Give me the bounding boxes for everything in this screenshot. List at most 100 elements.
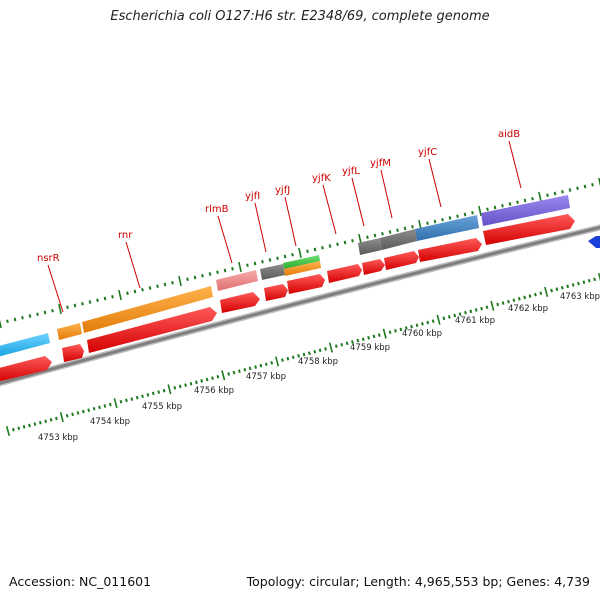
gene-bar-rlmB[interactable] <box>216 270 258 291</box>
inner-ruler-minor-tick <box>146 393 150 397</box>
inner-ruler-major-tick <box>436 314 441 325</box>
gene-label-aidB[interactable]: aidB <box>498 129 520 140</box>
inner-ruler-minor-tick <box>496 302 500 307</box>
inner-ruler-major-tick <box>544 286 549 297</box>
inner-ruler-minor-tick <box>555 287 559 291</box>
outer-ruler-minor-tick <box>546 193 549 198</box>
outer-ruler-minor-tick <box>448 216 452 220</box>
gene-bar-yjfM[interactable] <box>380 229 417 250</box>
inner-ruler-minor-tick <box>71 412 74 417</box>
gene-label-yjfL[interactable]: yjfL <box>342 166 360 177</box>
outer-ruler-minor-tick <box>163 282 167 287</box>
outer-ruler-minor-tick <box>426 221 429 226</box>
outer-ruler-minor-tick <box>186 277 189 282</box>
gene-bar-yjfJ-orange[interactable] <box>284 261 321 276</box>
cds-arrow-1[interactable] <box>0 356 52 382</box>
gene-label-rnr[interactable]: rnr <box>118 230 133 241</box>
outer-ruler-minor-tick <box>73 303 77 308</box>
inner-ruler-minor-tick <box>517 297 521 301</box>
cds-arrow-3[interactable] <box>87 307 217 353</box>
gene-bar-aidB[interactable] <box>481 195 570 226</box>
inner-ruler-minor-tick <box>178 384 182 389</box>
outer-ruler-minor-tick <box>583 184 587 189</box>
inner-ruler-minor-tick <box>65 413 69 418</box>
inner-ruler-minor-tick <box>81 409 85 414</box>
gene-label-yjfJ[interactable]: yjfJ <box>275 185 290 196</box>
outer-ruler-minor-tick <box>96 298 99 303</box>
gene-label-nsrR[interactable]: nsrR <box>37 253 60 264</box>
inner-ruler-minor-tick <box>243 368 247 372</box>
gene-bar-nsrR[interactable] <box>57 323 82 340</box>
outer-ruler-minor-tick <box>531 196 534 201</box>
gene-label-yjfC[interactable]: yjfC <box>418 147 437 158</box>
outer-ruler-minor-tick <box>591 182 594 187</box>
gene-bar-yjfL[interactable] <box>358 238 382 255</box>
cds-arrow-7[interactable] <box>327 264 362 283</box>
inner-ruler-minor-tick <box>485 305 489 310</box>
inner-ruler-minor-tick <box>33 422 37 426</box>
outer-ruler-minor-tick <box>103 296 107 301</box>
outer-ruler-minor-tick <box>568 188 572 192</box>
inner-ruler-minor-tick <box>560 285 564 290</box>
gene-label-yjfK[interactable]: yjfK <box>312 173 331 184</box>
cds-arrow-9[interactable] <box>384 251 419 270</box>
outer-ruler-minor-tick <box>493 205 497 210</box>
cds-arrow-2[interactable] <box>62 344 84 362</box>
gene-callout-lines <box>47 140 522 313</box>
inner-ruler-minor-tick <box>404 326 408 330</box>
outer-ruler-major-tick <box>298 247 302 259</box>
inner-ruler-minor-tick <box>501 301 505 305</box>
cds-arrow-8[interactable] <box>362 259 385 275</box>
inner-ruler-minor-tick <box>200 379 204 383</box>
gene-bar-rnr[interactable] <box>82 286 213 333</box>
inner-ruler-minor-tick <box>205 377 209 382</box>
outer-ruler-major-tick <box>178 275 182 287</box>
gene-bar-yjfC[interactable] <box>415 215 479 241</box>
inner-ruler-minor-tick <box>195 380 198 385</box>
inner-ruler-minor-tick <box>12 427 15 432</box>
gene-bar-yjfI[interactable] <box>260 264 285 280</box>
outer-tick-ruler <box>0 177 600 329</box>
outer-ruler-minor-tick <box>291 252 294 257</box>
inner-ruler-minor-tick <box>22 425 26 429</box>
gene-label-rlmB[interactable]: rlmB <box>205 204 229 215</box>
inner-ruler-minor-tick <box>151 391 155 396</box>
inner-ruler-minor-tick <box>367 336 370 340</box>
outer-ruler-minor-tick <box>433 219 437 224</box>
inner-ruler-minor-tick <box>173 386 177 390</box>
gene-label-yjfI[interactable]: yjfI <box>245 191 260 202</box>
inner-ruler-minor-tick <box>340 342 344 347</box>
inner-ruler-major-tick <box>275 356 280 367</box>
inner-ruler-minor-tick <box>189 381 193 386</box>
inner-ruler-minor-tick <box>415 323 419 328</box>
inner-ruler-minor-tick <box>528 294 532 298</box>
cds-arrow-5[interactable] <box>264 284 288 301</box>
cds-arrow-4[interactable] <box>220 292 260 313</box>
cds-arrow-10[interactable] <box>418 238 482 262</box>
outer-ruler-minor-tick <box>471 210 474 215</box>
outer-ruler-minor-tick <box>508 202 512 206</box>
gene-label-yjfM[interactable]: yjfM <box>370 158 391 169</box>
inner-ruler-minor-tick <box>211 376 214 380</box>
gene-bar-yjfJ-green[interactable] <box>283 255 320 269</box>
inner-ruler-minor-tick <box>286 356 290 361</box>
inner-ruler-minor-tick <box>119 399 123 404</box>
gene-bar-left-blue[interactable] <box>0 333 50 357</box>
outer-ruler-minor-tick <box>456 214 459 219</box>
inner-ruler-minor-tick <box>76 411 80 415</box>
cds-arrow-blue-right[interactable] <box>588 236 600 248</box>
outer-ruler-minor-tick <box>88 300 92 304</box>
inner-ruler-minor-tick <box>38 420 42 425</box>
cds-arrow-11[interactable] <box>483 214 575 245</box>
cds-arrow-6[interactable] <box>287 274 325 294</box>
inner-ruler-minor-tick <box>539 291 543 296</box>
outer-ruler-minor-tick <box>276 256 279 261</box>
inner-ruler-minor-tick <box>281 358 284 362</box>
inner-ruler-minor-tick <box>98 405 101 410</box>
outer-ruler-minor-tick <box>156 284 159 289</box>
outer-ruler-minor-tick <box>463 212 467 217</box>
inner-ruler-minor-tick <box>410 324 413 329</box>
inner-ruler-minor-tick <box>125 398 128 403</box>
outer-ruler-minor-tick <box>343 240 347 245</box>
